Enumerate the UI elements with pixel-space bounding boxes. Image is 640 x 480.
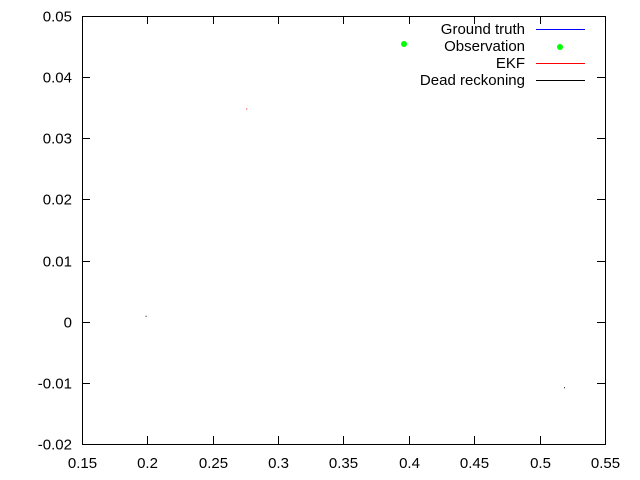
x-tick-label: 0.35 (329, 455, 358, 472)
tick-marks (82, 16, 606, 445)
y-tick-label: 0.02 (43, 192, 72, 209)
y-tick-labels: -0.02 -0.01 0 0.01 0.02 0.03 0.04 0.05 (38, 9, 72, 454)
y-tick-label: 0.04 (43, 70, 72, 87)
x-tick-label: 0.55 (591, 455, 620, 472)
legend-label-ground-truth: Ground truth (441, 21, 525, 38)
legend-label-observation: Observation (444, 38, 525, 55)
plot-frame (82, 16, 606, 445)
y-tick-label: -0.02 (38, 437, 72, 454)
x-tick-label: 0.45 (460, 455, 489, 472)
x-tick-label: 0.15 (68, 455, 97, 472)
y-tick-label: 0.05 (43, 9, 72, 26)
y-tick-label: 0.03 (43, 131, 72, 148)
ekf-point (246, 108, 248, 110)
legend-label-ekf: EKF (496, 55, 525, 72)
x-tick-label: 0.2 (137, 455, 158, 472)
x-tick-label: 0.4 (399, 455, 420, 472)
x-tick-label: 0.3 (268, 455, 289, 472)
dead-reckoning-point (563, 387, 565, 389)
y-tick-label: 0 (64, 315, 72, 332)
dead-reckoning-point (145, 315, 147, 317)
y-tick-label: -0.01 (38, 376, 72, 393)
legend-marker-observation (557, 44, 563, 50)
y-tick-label: 0.01 (43, 254, 72, 271)
x-tick-label: 0.5 (530, 455, 551, 472)
x-tick-labels: 0.15 0.2 0.25 0.3 0.35 0.4 0.45 0.5 0.55 (68, 455, 620, 472)
x-tick-label: 0.25 (199, 455, 228, 472)
legend-label-dead-reckoning: Dead reckoning (420, 72, 525, 89)
stray-observation-marker (401, 41, 407, 47)
data-points (145, 108, 565, 389)
